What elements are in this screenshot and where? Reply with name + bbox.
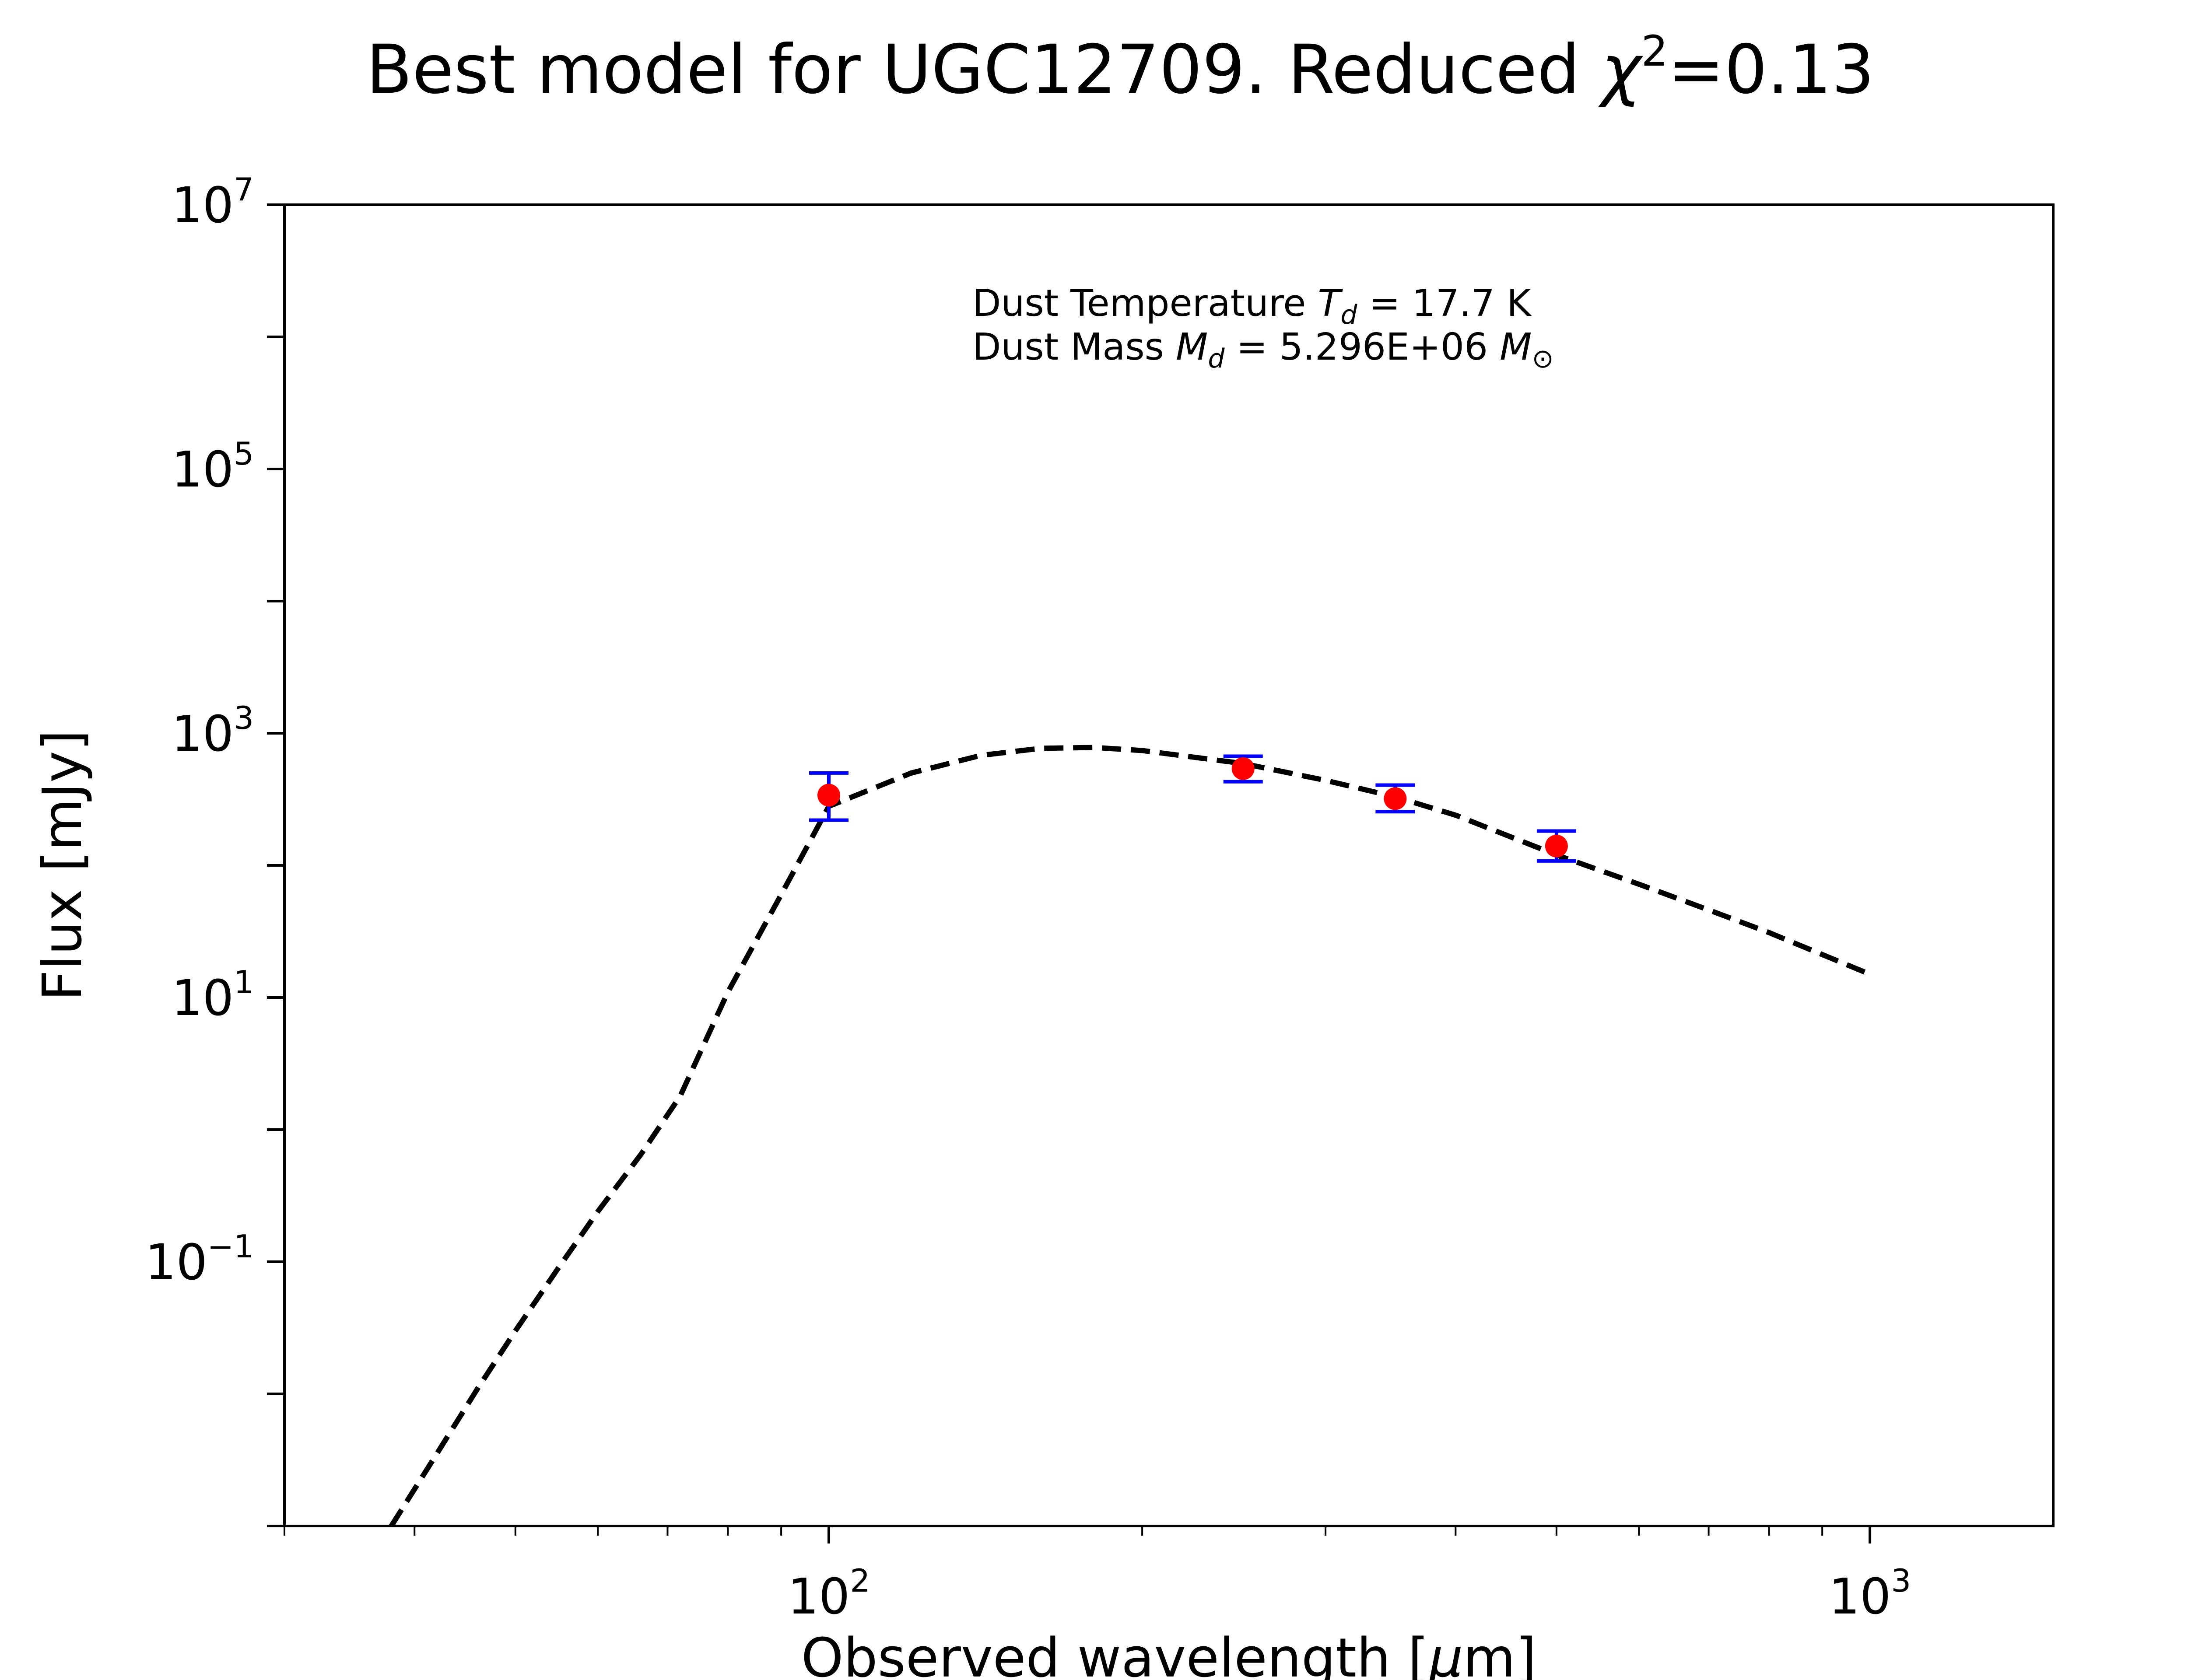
dust-mass-unit-sub: ⊙ — [1532, 343, 1553, 374]
model-curve-0 — [389, 745, 1871, 1528]
y-axis-label: Flux [mJy] — [32, 730, 94, 1001]
data-point-layer — [817, 757, 1568, 858]
dust-mass-annotation: Dust Mass Md = 5.296E+06 M⊙ — [972, 326, 1554, 374]
dust-mass-prefix: Dust Mass — [972, 326, 1176, 369]
chart-title-chi: χ — [1598, 31, 1643, 109]
data-point-3 — [1545, 834, 1568, 858]
dust-mass-var: M — [1176, 326, 1208, 369]
x-axis-label-prefix: Observed wavelength [ — [801, 1627, 1429, 1680]
plot-area — [283, 203, 2055, 1527]
model-curve-layer — [389, 745, 1871, 1528]
chart-title-suffix: =0.13 — [1668, 31, 1875, 109]
x-tick-label-1: 103 — [1829, 1562, 1911, 1625]
y-axis-ticks: 107 105 103 101 10−1 — [145, 171, 284, 1527]
chart-title-power: 2 — [1641, 27, 1668, 76]
y-tick-label-4: 10−1 — [145, 1228, 254, 1291]
dust-temperature-value: = 17.7 K — [1357, 282, 1532, 325]
data-point-1 — [1231, 757, 1255, 780]
x-axis-label-unit-rest: m] — [1463, 1627, 1536, 1680]
y-tick-label-1: 105 — [172, 435, 254, 498]
y-tick-label-3: 101 — [172, 964, 254, 1027]
dust-mass-value: = 5.296E+06 — [1224, 326, 1500, 369]
dust-temperature-prefix: Dust Temperature — [972, 282, 1318, 325]
x-tick-label-0: 102 — [788, 1562, 870, 1625]
x-axis-label: Observed wavelength [μm] — [801, 1627, 1537, 1680]
chart-title-prefix: Best model for UGC12709. Reduced — [366, 31, 1602, 109]
dust-temperature-sub: d — [1340, 300, 1357, 330]
chart-title: Best model for UGC12709. Reduced χ2=0.13 — [366, 27, 1875, 109]
dust-mass-sub: d — [1208, 343, 1225, 374]
x-axis-ticks: 102 103 — [284, 1526, 1911, 1625]
data-point-0 — [817, 784, 840, 807]
dust-mass-unit-var: M — [1500, 326, 1532, 369]
errorbar-layer — [809, 754, 1576, 863]
dust-temperature-annotation: Dust Temperature Td = 17.7 K — [972, 282, 1532, 330]
y-tick-label-2: 103 — [172, 700, 254, 763]
dust-temperature-var: T — [1318, 282, 1343, 325]
x-axis-label-unit-italic: μ — [1428, 1627, 1463, 1680]
data-point-2 — [1384, 787, 1407, 810]
y-tick-label-0: 107 — [172, 171, 254, 234]
